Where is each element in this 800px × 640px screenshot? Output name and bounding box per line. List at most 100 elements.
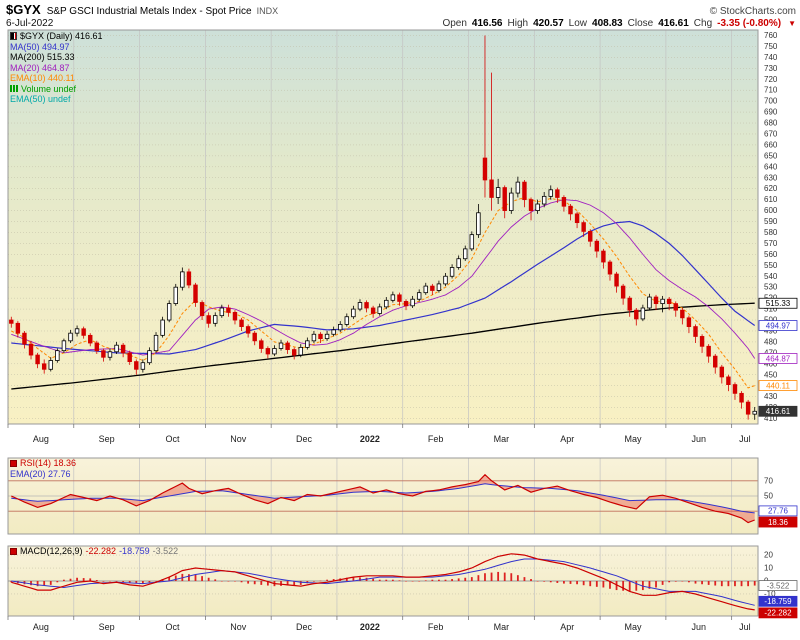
svg-text:Nov: Nov — [230, 622, 247, 632]
exchange-label: INDX — [256, 6, 279, 16]
svg-text:690: 690 — [764, 108, 778, 117]
svg-text:500: 500 — [764, 316, 778, 325]
legend-label: EMA(20) 27.76 — [10, 468, 71, 479]
svg-text:610: 610 — [764, 195, 778, 204]
svg-text:670: 670 — [764, 129, 778, 138]
svg-text:May: May — [624, 622, 642, 632]
rsi-legend-line: RSI(14) 18.36 — [10, 458, 76, 469]
legend-label: EMA(50) undef — [10, 94, 71, 104]
svg-text:580: 580 — [764, 228, 778, 237]
svg-text:Feb: Feb — [428, 434, 444, 444]
svg-text:Mar: Mar — [494, 434, 510, 444]
close-label: Close — [627, 18, 654, 29]
svg-text:Apr: Apr — [560, 434, 574, 444]
macd-value: -22.282 — [85, 546, 117, 556]
header-title-row: $GYX S&P GSCI Industrial Metals Index - … — [6, 2, 796, 17]
rsi-legend: RSI(14) 18.36 EMA(20) 27.76 — [10, 458, 76, 479]
legend-item-symbol: $GYX (Daily) 416.61 — [10, 31, 103, 42]
svg-text:May: May — [624, 434, 642, 444]
svg-text:Mar: Mar — [494, 622, 510, 632]
svg-text:510: 510 — [764, 305, 778, 314]
svg-text:Sep: Sep — [99, 434, 115, 444]
header-quote-row: 6-Jul-2022 Open 416.56 High 420.57 Low 4… — [6, 18, 796, 29]
svg-text:630: 630 — [764, 173, 778, 182]
chevron-down-icon[interactable]: ▼ — [788, 19, 796, 28]
legend-item-ema10: EMA(10) 440.11 — [10, 73, 103, 84]
svg-text:515.33: 515.33 — [766, 299, 791, 308]
svg-text:Dec: Dec — [296, 434, 313, 444]
legend-label: MA(20) 464.87 — [10, 62, 70, 73]
svg-text:590: 590 — [764, 217, 778, 226]
legend-label: $GYX (Daily) 416.61 — [20, 31, 103, 41]
svg-text:50: 50 — [764, 492, 773, 501]
svg-text:440.11: 440.11 — [766, 381, 790, 390]
svg-text:740: 740 — [764, 53, 778, 62]
svg-text:464.87: 464.87 — [766, 354, 791, 363]
svg-text:Oct: Oct — [165, 622, 180, 632]
open-value: 416.56 — [471, 18, 503, 29]
legend-label: EMA(10) 440.11 — [10, 73, 75, 83]
copyright: © StockCharts.com — [709, 6, 796, 17]
svg-text:710: 710 — [764, 86, 778, 95]
low-label: Low — [568, 18, 588, 29]
svg-text:550: 550 — [764, 261, 778, 270]
svg-text:680: 680 — [764, 119, 778, 128]
svg-text:600: 600 — [764, 206, 778, 215]
svg-text:20: 20 — [764, 551, 773, 560]
svg-text:70: 70 — [764, 476, 773, 485]
legend-item-ma20: MA(20) 464.87 — [10, 63, 103, 74]
svg-text:Apr: Apr — [560, 622, 574, 632]
open-label: Open — [442, 18, 467, 29]
svg-text:Dec: Dec — [296, 622, 313, 632]
rsi-ema-legend-line: EMA(20) 27.76 — [10, 469, 76, 480]
high-value: 420.57 — [533, 18, 564, 29]
svg-text:18.36: 18.36 — [768, 518, 789, 527]
svg-text:494.97: 494.97 — [766, 321, 791, 330]
svg-text:750: 750 — [764, 42, 778, 51]
price-chart-legend: $GYX (Daily) 416.61 MA(50) 494.97 MA(200… — [10, 31, 103, 105]
svg-text:2022: 2022 — [360, 622, 380, 632]
legend-label: MACD(12,26,9) — [20, 546, 83, 556]
svg-text:730: 730 — [764, 64, 778, 73]
svg-text:660: 660 — [764, 140, 778, 149]
svg-text:530: 530 — [764, 283, 778, 292]
svg-text:620: 620 — [764, 184, 778, 193]
svg-text:-18.759: -18.759 — [764, 597, 792, 606]
svg-text:760: 760 — [764, 31, 778, 40]
svg-text:Aug: Aug — [33, 622, 49, 632]
svg-text:416.61: 416.61 — [766, 407, 791, 416]
legend-item-ma200: MA(200) 515.33 — [10, 52, 103, 63]
volume-bars-icon — [10, 85, 18, 93]
svg-text:10: 10 — [764, 564, 773, 573]
page-title: S&P GSCI Industrial Metals Index - Spot … — [46, 6, 252, 17]
chg-value: -3.35 (-0.80%) — [717, 18, 782, 29]
legend-label: RSI(14) 18.36 — [20, 458, 77, 468]
price-chart: 4104204304404504604704804905005105205305… — [7, 29, 798, 444]
svg-text:Jul: Jul — [739, 434, 751, 444]
svg-text:2022: 2022 — [360, 434, 380, 444]
svg-text:Sep: Sep — [99, 622, 115, 632]
macd-panel-canvas: 20100-10-3.522-18.759-22.282AugSepOctNov… — [7, 545, 798, 632]
svg-text:450: 450 — [764, 370, 778, 379]
svg-text:Jun: Jun — [692, 434, 707, 444]
svg-text:430: 430 — [764, 392, 778, 401]
candlestick-icon — [10, 32, 17, 41]
legend-item-ema50: EMA(50) undef — [10, 94, 103, 105]
svg-text:Aug: Aug — [33, 434, 49, 444]
macd-legend: MACD(12,26,9) -22.282 -18.759 -3.522 — [10, 546, 178, 557]
legend-item-volume: Volume undef — [10, 84, 103, 95]
svg-text:640: 640 — [764, 162, 778, 171]
legend-item-ma50: MA(50) 494.97 — [10, 42, 103, 53]
svg-text:Oct: Oct — [165, 434, 180, 444]
legend-label: MA(50) 494.97 — [10, 41, 70, 52]
svg-text:-10: -10 — [764, 589, 776, 598]
close-value: 416.61 — [658, 18, 689, 29]
svg-text:Jun: Jun — [692, 622, 707, 632]
chg-label: Chg — [693, 18, 713, 29]
svg-text:650: 650 — [764, 151, 778, 160]
rsi-icon — [10, 459, 17, 467]
svg-text:570: 570 — [764, 239, 778, 248]
macd-icon — [10, 547, 17, 555]
